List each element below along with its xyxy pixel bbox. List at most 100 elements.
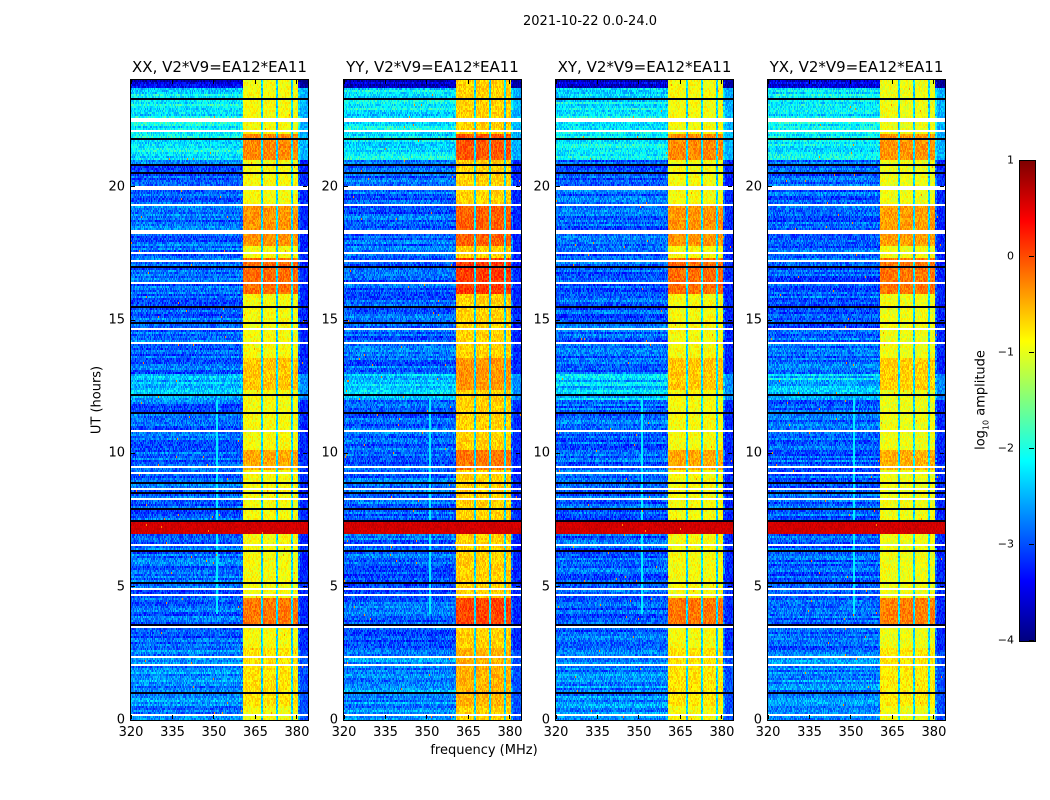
y-tick-label: 5 bbox=[116, 579, 125, 595]
x-tick-label: 350 bbox=[201, 725, 227, 740]
y-tick-mark bbox=[940, 719, 944, 721]
x-tick-mark bbox=[767, 80, 769, 84]
x-tick-label: 350 bbox=[626, 725, 652, 740]
x-tick-label: 365 bbox=[880, 725, 905, 740]
x-axis-label: frequency (MHz) bbox=[430, 743, 538, 758]
x-tick-mark bbox=[555, 715, 557, 719]
x-tick-mark bbox=[384, 715, 386, 719]
x-tick-mark bbox=[638, 80, 640, 84]
x-tick-label: 320 bbox=[755, 725, 781, 740]
y-tick-mark bbox=[728, 586, 732, 588]
colorbar bbox=[1019, 160, 1036, 642]
y-tick-mark bbox=[728, 319, 732, 321]
y-tick-mark bbox=[131, 719, 135, 721]
colorbar-tick-mark bbox=[1029, 640, 1034, 641]
y-tick-mark bbox=[556, 586, 560, 588]
colorbar-tick-label: 0 bbox=[1007, 249, 1014, 263]
y-tick-mark bbox=[768, 319, 772, 321]
colorbar-tick-label: −3 bbox=[997, 537, 1014, 551]
y-tick-label: 20 bbox=[533, 179, 550, 195]
panel-yx: YX, V2*V9=EA12*EA11 320 335 350 365 380 0 5 10 15… bbox=[745, 58, 946, 740]
y-tick-label: 15 bbox=[745, 312, 762, 328]
y-tick-mark bbox=[516, 452, 520, 454]
y-tick-label: 10 bbox=[321, 445, 338, 461]
x-tick-mark bbox=[596, 715, 598, 719]
panel-title: XY, V2*V9=EA12*EA11 bbox=[557, 58, 732, 76]
y-axis-label: UT (hours) bbox=[89, 365, 105, 435]
x-tick-mark bbox=[850, 80, 852, 84]
y-tick-mark bbox=[940, 186, 944, 188]
colorbar-tick-mark bbox=[1029, 544, 1034, 545]
x-tick-label: 335 bbox=[797, 725, 822, 740]
panel-title: YY, V2*V9=EA12*EA11 bbox=[346, 58, 519, 76]
x-tick-mark bbox=[808, 80, 810, 84]
x-tick-label: 380 bbox=[921, 725, 947, 740]
colorbar-tick-label: 1 bbox=[1007, 153, 1014, 167]
y-tick-mark bbox=[516, 319, 520, 321]
colorbar-tick-mark bbox=[1029, 448, 1034, 449]
x-tick-mark bbox=[254, 715, 256, 719]
y-tick-mark bbox=[768, 186, 772, 188]
x-tick-label: 320 bbox=[331, 725, 357, 740]
x-tick-mark bbox=[426, 80, 428, 84]
y-tick-mark bbox=[556, 186, 560, 188]
x-tick-label: 365 bbox=[243, 725, 268, 740]
x-tick-mark bbox=[850, 715, 852, 719]
y-tick-mark bbox=[940, 452, 944, 454]
x-tick-mark bbox=[171, 715, 173, 719]
y-tick-mark bbox=[516, 186, 520, 188]
x-tick-mark bbox=[679, 80, 681, 84]
x-tick-label: 365 bbox=[456, 725, 481, 740]
figure-suptitle: 2021-10-22 0.0-24.0 bbox=[523, 14, 657, 29]
y-tick-mark bbox=[344, 586, 348, 588]
x-tick-label: 335 bbox=[373, 725, 398, 740]
y-tick-label: 15 bbox=[533, 312, 550, 328]
y-tick-mark bbox=[344, 186, 348, 188]
y-tick-mark bbox=[768, 586, 772, 588]
x-tick-label: 320 bbox=[118, 725, 144, 740]
y-tick-mark bbox=[940, 586, 944, 588]
x-tick-mark bbox=[296, 80, 298, 84]
panel-xy: XY, V2*V9=EA12*EA11 320 335 350 365 380 0 5 10 15… bbox=[533, 58, 734, 740]
y-tick-mark bbox=[344, 319, 348, 321]
y-tick-label: 0 bbox=[116, 712, 125, 728]
y-tick-label: 10 bbox=[108, 445, 125, 461]
x-tick-label: 335 bbox=[160, 725, 185, 740]
colorbar-label-main: log bbox=[973, 430, 989, 450]
y-tick-mark bbox=[516, 719, 520, 721]
colorbar-tick-mark bbox=[1029, 256, 1034, 257]
x-tick-mark bbox=[426, 715, 428, 719]
y-tick-mark bbox=[556, 319, 560, 321]
y-tick-label: 0 bbox=[541, 712, 550, 728]
y-tick-mark bbox=[516, 586, 520, 588]
colorbar-tick-label: −2 bbox=[997, 441, 1014, 455]
colorbar-label-sub: 10 bbox=[981, 419, 991, 431]
y-tick-mark bbox=[131, 186, 135, 188]
x-tick-mark bbox=[343, 80, 345, 84]
x-tick-label: 350 bbox=[414, 725, 440, 740]
panel-title: XX, V2*V9=EA12*EA11 bbox=[132, 58, 307, 76]
x-tick-mark bbox=[343, 715, 345, 719]
x-tick-mark bbox=[721, 715, 723, 719]
heatmap-image-xy bbox=[556, 80, 733, 720]
y-tick-mark bbox=[728, 719, 732, 721]
x-tick-mark bbox=[467, 80, 469, 84]
y-tick-mark bbox=[344, 719, 348, 721]
y-tick-mark bbox=[768, 719, 772, 721]
y-tick-mark bbox=[303, 719, 307, 721]
y-tick-label: 5 bbox=[753, 579, 762, 595]
x-tick-mark bbox=[767, 715, 769, 719]
y-tick-mark bbox=[303, 586, 307, 588]
y-tick-label: 20 bbox=[321, 179, 338, 195]
y-tick-mark bbox=[728, 186, 732, 188]
x-tick-mark bbox=[254, 80, 256, 84]
panel-xx: XX, V2*V9=EA12*EA11 320 335 350 365 380 0 5 10 15… bbox=[108, 58, 309, 740]
x-tick-label: 320 bbox=[543, 725, 569, 740]
y-tick-mark bbox=[768, 452, 772, 454]
y-tick-label: 15 bbox=[108, 312, 125, 328]
y-tick-label: 10 bbox=[745, 445, 762, 461]
heatmap-image-xx bbox=[131, 80, 308, 720]
y-tick-mark bbox=[131, 452, 135, 454]
y-tick-mark bbox=[131, 586, 135, 588]
x-tick-mark bbox=[171, 80, 173, 84]
